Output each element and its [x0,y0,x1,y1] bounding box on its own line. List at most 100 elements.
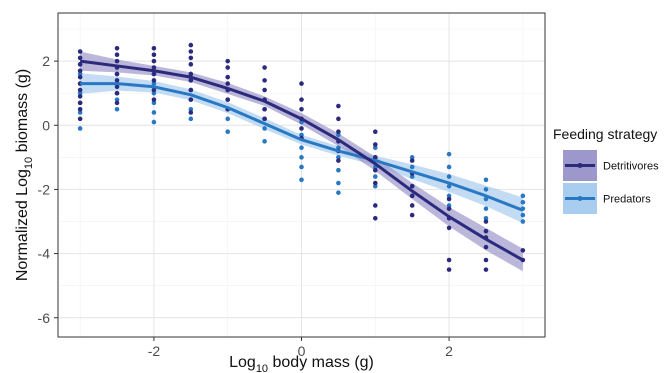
point-detritivores [483,257,489,263]
point-detritivores [446,225,452,231]
point-predators [77,71,83,77]
point-detritivores [372,216,378,221]
point-predators [446,203,452,208]
point-detritivores [188,87,194,93]
point-predators [520,219,526,224]
point-detritivores [114,78,120,83]
grid-lines [58,13,545,337]
point-predators [483,206,489,211]
data-points [77,42,526,272]
point-detritivores [77,55,83,61]
point-detritivores [77,100,83,106]
point-predators [520,212,526,218]
point-predators [77,90,83,96]
point-predators [483,216,489,221]
y-axis-title-rest: biomass (g) [14,69,31,157]
legend-items: Detritivores Predators [563,150,659,214]
point-predators [336,155,341,160]
point-detritivores [483,228,489,234]
point-detritivores [336,158,341,163]
point-predators [336,190,341,195]
point-predators [446,164,452,170]
legend-key-point-detritivores [577,163,583,168]
x-axis-title: Log10 body mass (g) [229,354,374,373]
point-detritivores [262,78,267,83]
point-detritivores [151,58,157,64]
point-detritivores [299,81,304,86]
point-detritivores [299,106,304,112]
point-predators [299,132,304,138]
point-predators [336,145,341,151]
x-tick-label: 2 [445,343,453,359]
legend: Feeding strategy Detritivores Predators [553,126,659,214]
point-detritivores [336,103,341,109]
point-detritivores [446,267,452,272]
point-detritivores [372,155,378,160]
legend-title: Feeding strategy [553,126,657,142]
y-tick-label: -2 [38,181,51,197]
point-detritivores [151,87,157,93]
point-detritivores [151,71,157,77]
point-detritivores [262,116,267,122]
legend-label-detritivores: Detritivores [603,161,659,173]
point-predators [188,116,194,122]
point-predators [483,177,489,183]
point-detritivores [188,78,194,83]
point-predators [520,193,526,199]
point-detritivores [188,62,194,67]
point-detritivores [336,129,341,134]
point-detritivores [114,52,120,58]
point-predators [446,183,452,189]
point-detritivores [114,90,120,96]
point-detritivores [114,58,120,64]
point-predators [225,116,231,122]
point-detritivores [446,206,452,211]
point-predators [188,106,194,112]
point-predators [299,164,304,170]
fit-line-detritivores [79,59,524,262]
point-predators [114,106,120,112]
point-predators [77,126,83,131]
point-detritivores [188,42,194,48]
point-detritivores [188,49,194,54]
x-axis-title-subscript: 10 [256,363,268,373]
legend-label-predators: Predators [603,194,651,206]
x-axis-title-base: Log [229,354,256,371]
point-predators [151,90,157,96]
point-detritivores [114,100,120,106]
point-predators [520,199,526,205]
point-detritivores [372,142,378,147]
point-predators [299,177,304,183]
point-detritivores [336,116,341,122]
point-predators [151,100,157,106]
point-detritivores [151,52,157,58]
y-tick-label: -4 [38,246,51,262]
point-detritivores [77,87,83,93]
point-predators [225,129,231,134]
point-predators [77,110,83,115]
point-detritivores [262,106,267,112]
y-axis-title-prefix: Normalized Log [14,169,31,281]
point-detritivores [409,183,415,189]
point-detritivores [225,74,231,80]
point-detritivores [114,84,120,90]
point-detritivores [188,71,194,77]
point-detritivores [151,97,157,102]
point-predators [336,180,341,186]
x-tick-label: 0 [298,343,306,359]
point-detritivores [409,203,415,208]
point-predators [446,174,452,179]
point-detritivores [114,45,120,51]
point-detritivores [188,55,194,61]
point-detritivores [409,212,415,218]
point-detritivores [151,78,157,83]
point-predators [372,145,378,151]
point-predators [446,151,452,157]
point-detritivores [225,97,231,102]
point-predators [409,155,415,160]
point-detritivores [77,62,83,67]
x-axis-title-rest: body mass (g) [268,354,374,371]
point-detritivores [77,49,83,54]
point-detritivores [483,244,489,250]
